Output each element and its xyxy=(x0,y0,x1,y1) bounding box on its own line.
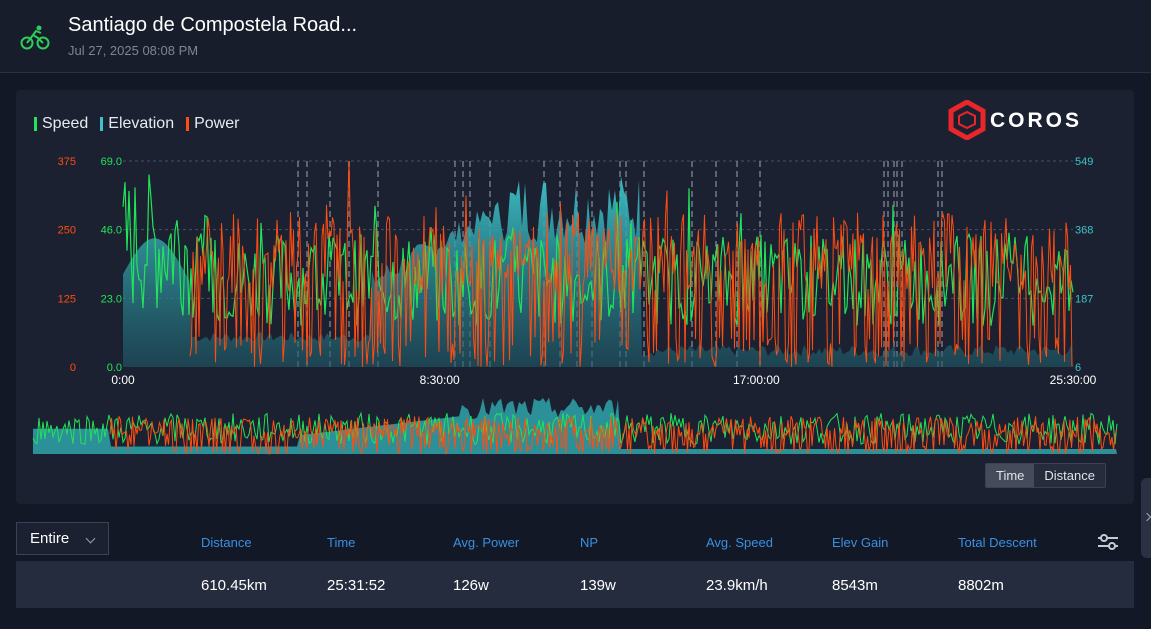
power-tick-label: 125 xyxy=(58,293,76,305)
range-select-dropdown[interactable]: Entire xyxy=(16,522,109,555)
navigator-power xyxy=(109,416,1117,455)
x-axis-toggle[interactable]: Time Distance xyxy=(985,463,1106,488)
legend-speed[interactable]: Speed xyxy=(34,115,88,133)
legend-elevation[interactable]: Elevation xyxy=(100,115,174,133)
chart-legend: Speed Elevation Power xyxy=(34,115,239,133)
x-tick-label: 17:00:00 xyxy=(733,373,780,387)
legend-power-label: Power xyxy=(194,115,240,132)
speed-tick-label: 46.0 xyxy=(101,225,122,237)
stat-value-avg-power: 126w xyxy=(453,577,489,594)
axis-labels: 375 250 125 0 69.0 46.0 23.0 0.0 549 368 187 6 0:00 8… xyxy=(58,156,1097,387)
x-tick-label: 25:30:00 xyxy=(1050,373,1097,387)
stat-header-distance: Distance xyxy=(201,535,252,550)
legend-elevation-swatch xyxy=(100,117,104,131)
power-tick-label: 0 xyxy=(70,362,76,374)
power-tick-label: 250 xyxy=(58,225,76,237)
stat-value-total-descent: 8802m xyxy=(958,577,1004,594)
coros-logo xyxy=(948,100,986,140)
elevation-series xyxy=(123,176,1073,367)
elevation-tick-label: 187 xyxy=(1075,293,1093,305)
speed-tick-label: 69.0 xyxy=(101,156,122,168)
legend-elevation-label: Elevation xyxy=(108,115,175,132)
elevation-area xyxy=(123,176,1073,367)
stat-value-np: 139w xyxy=(580,577,616,594)
x-tick-label: 0:00 xyxy=(111,373,135,387)
stat-header-time: Time xyxy=(327,535,356,550)
speed-tick-label: 0.0 xyxy=(107,362,122,374)
legend-power-swatch xyxy=(186,117,190,131)
legend-power[interactable]: Power xyxy=(186,115,239,133)
power-series xyxy=(189,160,1073,368)
stats-values-row xyxy=(16,561,1134,608)
elevation-tick-label: 549 xyxy=(1075,156,1093,168)
distance-toggle-button[interactable]: Distance xyxy=(1034,464,1105,487)
stat-value-time: 25:31:52 xyxy=(327,577,386,594)
overview-navigator xyxy=(32,391,1118,455)
activity-title: Santiago de Compostela Road... xyxy=(68,14,358,36)
cycling-icon xyxy=(20,25,50,50)
power-tick-label: 375 xyxy=(58,156,76,168)
stat-header-avg-speed: Avg. Speed xyxy=(706,535,773,550)
activity-header: Santiago de Compostela Road... Jul 27, 2… xyxy=(0,0,1151,73)
power-line xyxy=(189,160,1073,368)
chevron-down-icon xyxy=(85,533,96,544)
navigator-speed xyxy=(32,411,1118,446)
stat-header-avg-power: Avg. Power xyxy=(453,535,520,550)
stat-value-distance: 610.45km xyxy=(201,577,267,594)
elevation-tick-label: 368 xyxy=(1075,225,1093,237)
time-toggle-button[interactable]: Time xyxy=(986,464,1035,487)
range-select-value: Entire xyxy=(30,530,70,547)
stat-header-elev-gain: Elev Gain xyxy=(832,535,889,550)
column-settings-icon[interactable] xyxy=(1096,532,1120,552)
elevation-tick-label: 6 xyxy=(1075,362,1081,374)
coros-wordmark: COROS xyxy=(990,109,1083,132)
x-tick-label: 8:30:00 xyxy=(420,373,460,387)
stat-header-total-descent: Total Descent xyxy=(958,535,1037,550)
legend-speed-label: Speed xyxy=(42,115,89,132)
side-panel-handle[interactable] xyxy=(1141,478,1151,558)
speed-tick-label: 23.0 xyxy=(101,293,122,305)
stat-value-avg-speed: 23.9km/h xyxy=(706,577,768,594)
stat-value-elev-gain: 8543m xyxy=(832,577,878,594)
activity-date: Jul 27, 2025 08:08 PM xyxy=(68,43,199,58)
legend-speed-swatch xyxy=(34,117,37,131)
stat-header-np: NP xyxy=(580,535,599,550)
